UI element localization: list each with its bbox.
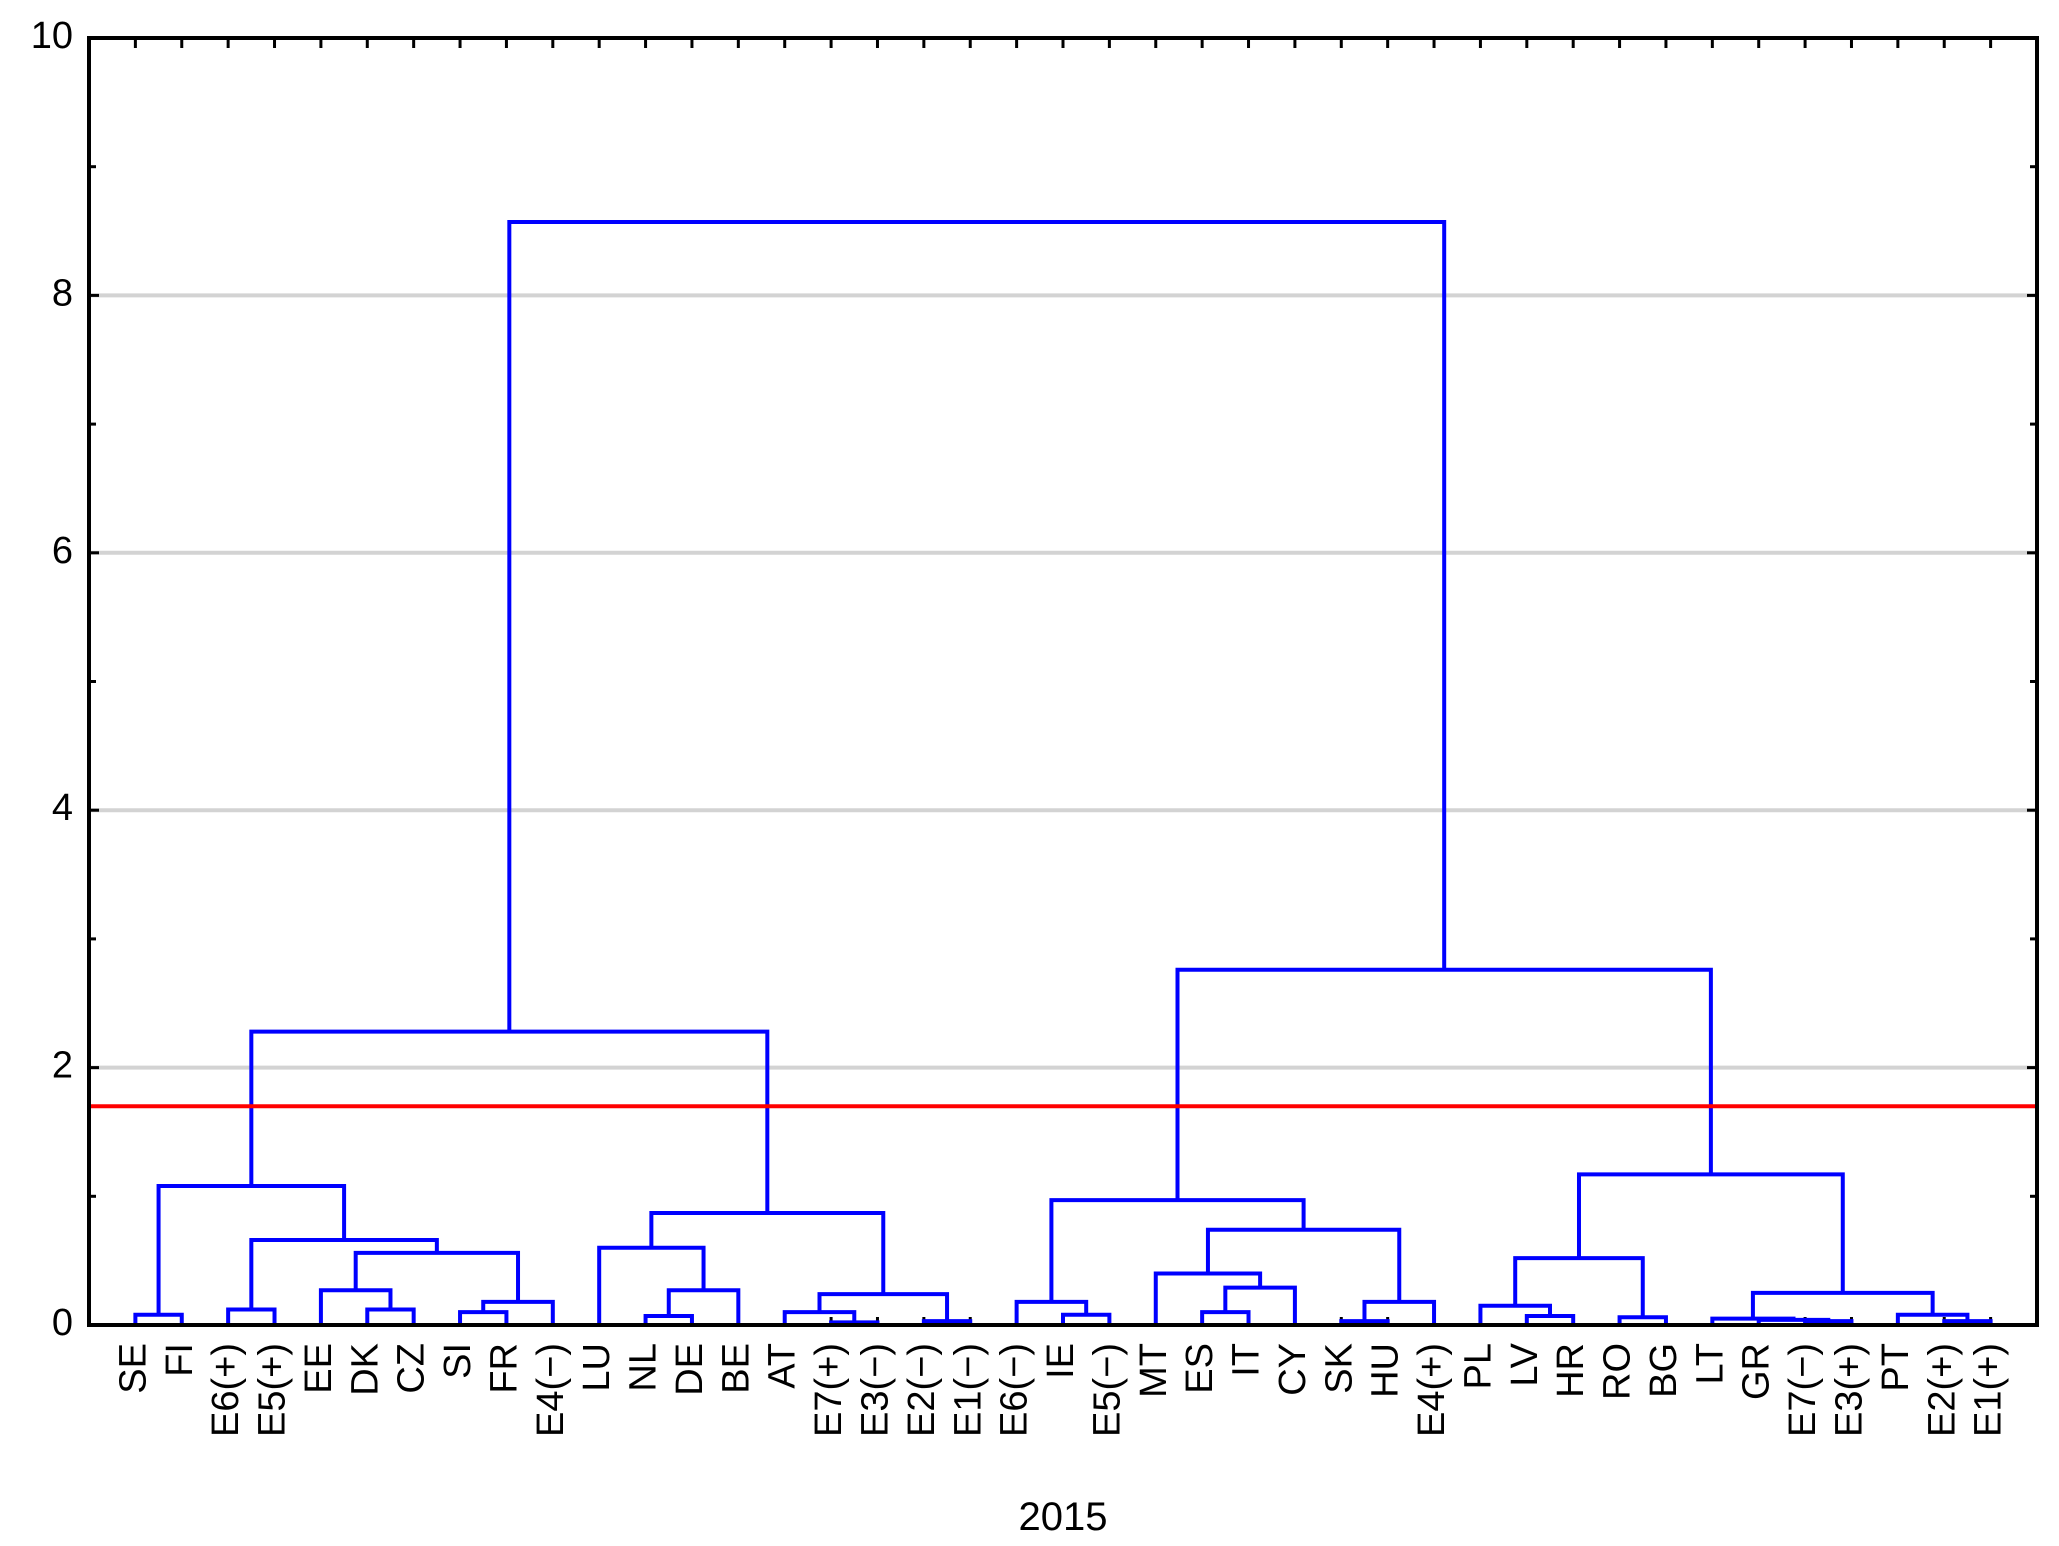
leaf-label: BE: [715, 1343, 757, 1394]
dendrogram-link: [1153, 1271, 1263, 1325]
dendrogram-link: [649, 1211, 886, 1295]
leaf-label: PL: [1457, 1343, 1499, 1389]
dendrogram-link: [226, 1307, 277, 1325]
dendrogram-link: [666, 1288, 741, 1325]
dendrogram-link: [249, 1238, 439, 1310]
y-tick-label: 4: [52, 787, 73, 829]
leaf-label: AT: [762, 1343, 804, 1389]
dendrogram-link: [365, 1307, 416, 1325]
leaf-label: SE: [112, 1343, 154, 1394]
leaf-label: E3(−): [855, 1343, 897, 1437]
leaf-label: IE: [1040, 1343, 1082, 1379]
leaf-label: FI: [159, 1343, 201, 1377]
leaf-label: EE: [298, 1343, 340, 1394]
leaf-label: E4(+): [1411, 1343, 1453, 1437]
leaf-label: CZ: [391, 1343, 433, 1394]
y-tick-label: 0: [52, 1302, 73, 1344]
leaf-label: E5(−): [1086, 1343, 1128, 1437]
leaf-label: CY: [1272, 1343, 1314, 1396]
leaf-label: MT: [1133, 1343, 1175, 1398]
leaf-label: E2(−): [901, 1343, 943, 1437]
leaf-label: E1(+): [1968, 1343, 2010, 1437]
dendrogram-link: [1175, 967, 1713, 1201]
leaf-label: E3(+): [1829, 1343, 1871, 1437]
leaf-label: IT: [1226, 1343, 1268, 1377]
dendrogram-link: [1513, 1256, 1645, 1318]
leaf-label: E7(+): [808, 1343, 850, 1437]
dendrogram-link: [1576, 1172, 1845, 1293]
x-axis-label: 2015: [1019, 1495, 1108, 1539]
leaf-label: DK: [344, 1343, 386, 1396]
leaf-label: LU: [576, 1343, 618, 1392]
dendrogram-link: [1223, 1285, 1297, 1325]
leaf-label: SI: [437, 1343, 479, 1379]
y-tick-label: 10: [31, 15, 73, 57]
dendrogram-link: [817, 1292, 950, 1322]
leaf-label: E2(+): [1921, 1343, 1963, 1437]
dendrogram-link: [1205, 1227, 1402, 1302]
leaf-label: LV: [1504, 1342, 1546, 1386]
leaf-label: FR: [483, 1343, 525, 1394]
leaf-label: PT: [1875, 1343, 1917, 1392]
leaf-label: E6(−): [994, 1343, 1036, 1437]
leaf-label: E1(−): [947, 1343, 989, 1437]
leaf-label: HU: [1365, 1343, 1407, 1398]
leaf-label: RO: [1597, 1343, 1639, 1400]
dendrogram-link: [507, 220, 1447, 1032]
y-tick-label: 6: [52, 530, 73, 572]
plot-frame: [87, 36, 2039, 1327]
y-tick-label: 8: [52, 272, 73, 314]
dendrogram-link: [597, 1245, 706, 1325]
leaf-label: DE: [669, 1343, 711, 1396]
y-tick-label: 2: [52, 1045, 73, 1087]
leaf-label: NL: [623, 1343, 665, 1392]
leaf-label: ES: [1179, 1343, 1221, 1394]
leaf-label: HR: [1550, 1343, 1592, 1398]
leaf-label: E6(+): [205, 1343, 247, 1437]
leaf-label: GR: [1736, 1343, 1778, 1400]
leaf-label: SK: [1318, 1343, 1360, 1394]
dendrogram-link: [353, 1250, 521, 1302]
leaf-label: LT: [1689, 1343, 1731, 1385]
leaf-label: E7(−): [1782, 1343, 1824, 1437]
leaf-label: E5(+): [252, 1343, 294, 1437]
leaf-label: E4(−): [530, 1343, 572, 1437]
leaf-label: BG: [1643, 1343, 1685, 1398]
